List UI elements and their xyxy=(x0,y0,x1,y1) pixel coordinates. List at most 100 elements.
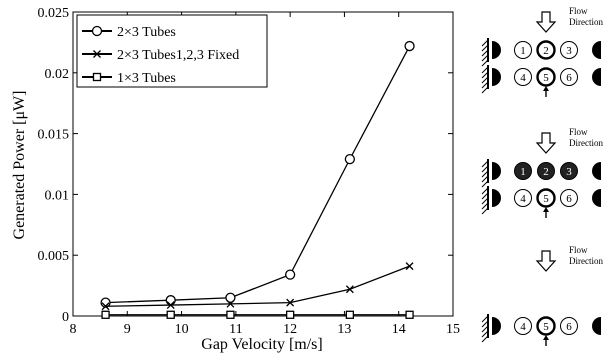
wall-hatch xyxy=(481,320,489,328)
tube-number: 5 xyxy=(543,193,549,205)
flow-label: Flow xyxy=(569,127,588,137)
legend-label: 2×3 Tubes1,2,3 Fixed xyxy=(117,48,239,63)
wall-hatch xyxy=(481,39,489,47)
chart-legend: 2×3 Tubes 2×3 Tubes1,2,3 Fixed 1×3 Tubes xyxy=(76,14,268,88)
half-tube xyxy=(592,68,601,86)
data-point xyxy=(226,299,235,308)
tube xyxy=(536,188,556,208)
tube xyxy=(560,317,578,335)
wall-hatch xyxy=(481,165,489,173)
wall-hatch xyxy=(481,71,489,79)
flow-arrow-icon xyxy=(535,11,557,33)
wall-hatch xyxy=(481,170,489,178)
data-point xyxy=(166,301,175,310)
data-point xyxy=(225,292,236,303)
data-point xyxy=(344,153,356,165)
x-tick-label: 10 xyxy=(175,322,189,337)
y-tick-label: 0 xyxy=(62,310,69,325)
half-tube xyxy=(592,317,601,335)
flow-label: Flow xyxy=(569,6,588,16)
legend-swatch-marker xyxy=(93,50,101,58)
wall-hatch xyxy=(481,54,489,62)
half-tube xyxy=(492,41,501,59)
power-chart: 8 9 10 11 12 13 14 15 0 0.005 0.01 0.015 0.02 0.025 2… xyxy=(11,6,461,353)
tube-number: 5 xyxy=(543,321,549,333)
data-point xyxy=(101,302,110,311)
half-tube xyxy=(592,162,601,180)
half-tube xyxy=(592,189,601,207)
data-point xyxy=(405,310,414,319)
tube xyxy=(537,162,555,180)
half-tube xyxy=(592,41,601,59)
flow-label: Flow xyxy=(569,245,588,255)
half-tube xyxy=(492,162,501,180)
tube-number: 4 xyxy=(520,193,526,205)
series-line xyxy=(105,45,411,304)
tube xyxy=(536,316,556,336)
y-axis-label: Generated Power [μW] xyxy=(11,91,28,240)
legend-label: 1×3 Tubes xyxy=(117,71,176,86)
tube xyxy=(514,68,532,86)
chart-axes: 8 9 10 11 12 13 14 15 0 0.005 0.01 0.015 0.02 0.025 xyxy=(38,6,461,337)
wall-hatch xyxy=(481,197,489,205)
x-tick-label: 11 xyxy=(229,322,242,337)
y-tick-label: 0.005 xyxy=(38,249,70,264)
wall-hatch xyxy=(481,49,489,57)
x-axis-label: Gap Velocity [m/s] xyxy=(201,336,322,353)
tube xyxy=(514,189,532,207)
tube-number: 4 xyxy=(520,321,526,333)
y-tick-label: 0.015 xyxy=(38,128,70,143)
wall-hatch xyxy=(481,187,489,195)
wall-hatch xyxy=(481,335,489,343)
wall-hatch xyxy=(481,59,489,67)
x-tick-label: 15 xyxy=(446,322,460,337)
vibration-arrow-icon xyxy=(543,86,549,97)
x-tick-label: 8 xyxy=(70,322,77,337)
data-point xyxy=(166,310,175,319)
tube-number: 6 xyxy=(566,321,572,333)
data-point xyxy=(284,269,296,280)
series-1 xyxy=(100,40,415,308)
vibration-arrow-icon xyxy=(543,335,549,346)
wall-hatch xyxy=(481,315,489,323)
series-3 xyxy=(101,310,414,319)
data-point xyxy=(405,262,414,271)
legend-label: 2×3 Tubes xyxy=(117,25,176,40)
tube xyxy=(536,67,556,87)
flow-arrow-icon xyxy=(535,132,557,154)
direction-label: Direction xyxy=(569,256,603,266)
wall-hatch xyxy=(481,192,489,200)
y-tick-label: 0.01 xyxy=(45,188,70,203)
legend-box xyxy=(76,14,268,88)
tube xyxy=(536,40,556,60)
data-point xyxy=(226,310,235,319)
tube xyxy=(514,162,532,180)
series-line xyxy=(105,265,410,307)
legend-swatch-marker xyxy=(92,72,102,82)
wall-hatch xyxy=(481,160,489,168)
tube xyxy=(560,41,578,59)
wall-hatch xyxy=(481,86,489,94)
wall-hatch xyxy=(481,76,489,84)
wall-hatch xyxy=(481,207,489,215)
tube-number: 2 xyxy=(543,166,549,178)
half-tube xyxy=(492,68,501,86)
data-point xyxy=(285,310,295,319)
tube xyxy=(560,68,578,86)
y-tick-label: 0.025 xyxy=(38,6,70,21)
tube-number: 5 xyxy=(543,72,549,84)
chart-series xyxy=(100,40,415,319)
tube-number: 3 xyxy=(566,166,572,178)
tube xyxy=(514,41,532,59)
tube-number: 6 xyxy=(566,193,572,205)
series-2 xyxy=(101,262,414,311)
x-tick-label: 14 xyxy=(392,322,406,337)
half-tube xyxy=(492,189,501,207)
tube xyxy=(560,162,578,180)
data-point xyxy=(404,40,415,52)
